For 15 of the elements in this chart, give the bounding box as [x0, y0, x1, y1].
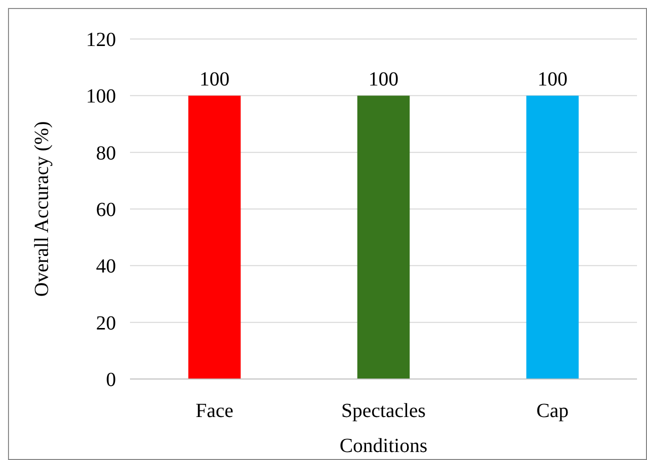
y-tick-label: 0	[106, 369, 116, 391]
y-tick-label: 60	[96, 199, 116, 221]
data-label: 100	[368, 68, 398, 91]
y-tick-label: 40	[96, 256, 116, 278]
y-tick-label: 120	[86, 29, 116, 51]
x-tick-label: Spectacles	[341, 400, 426, 422]
y-tick-label: 20	[96, 312, 116, 334]
data-label: 100	[538, 68, 568, 91]
data-label: 100	[200, 68, 230, 91]
y-tick-label: 80	[96, 142, 116, 164]
x-tick-label: Face	[196, 400, 234, 422]
x-tick-label: Cap	[536, 400, 569, 422]
y-axis-title: Overall Accuracy (%)	[31, 121, 53, 297]
x-axis-title: Conditions	[340, 435, 428, 457]
y-tick-label: 100	[86, 86, 116, 108]
